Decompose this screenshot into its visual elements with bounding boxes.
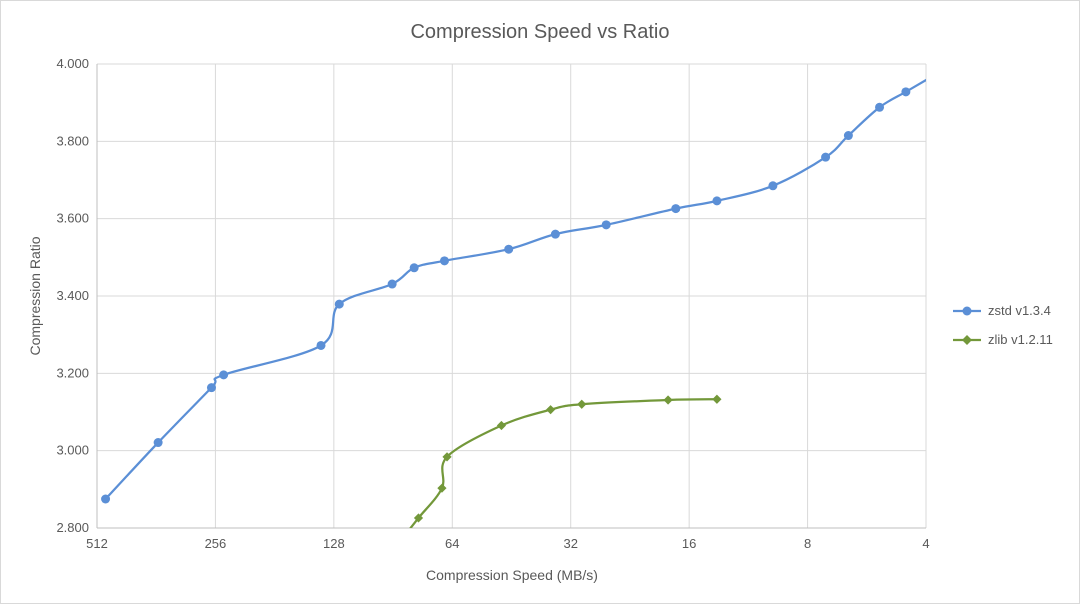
data-point (545, 405, 556, 415)
data-point (901, 87, 911, 97)
legend: zstd v1.3.4 zlib v1.2.11 (953, 303, 1053, 347)
x-tick-label: 64 (445, 536, 459, 551)
legend-marker-zstd (962, 306, 972, 316)
x-tick-label: 16 (682, 536, 696, 551)
data-point (409, 263, 419, 273)
data-point (550, 229, 560, 239)
legend-item-zstd: zstd v1.3.4 (953, 303, 1051, 318)
data-point (439, 256, 449, 266)
data-point (316, 340, 326, 350)
chart-title: Compression Speed vs Ratio (410, 21, 669, 43)
series-zlib (409, 394, 722, 528)
legend-label-zstd: zstd v1.3.4 (988, 303, 1051, 318)
data-point (712, 196, 722, 206)
series-layer (101, 78, 926, 528)
y-tick-label: 3.200 (56, 365, 89, 380)
data-point (206, 383, 216, 393)
data-point (442, 452, 452, 462)
y-tick-label: 3.600 (56, 211, 89, 226)
data-point (496, 420, 507, 431)
data-point (768, 181, 778, 191)
data-point (601, 220, 611, 230)
x-tick-label: 32 (563, 536, 577, 551)
x-tick-label: 512 (86, 536, 108, 551)
tick-labels: 2.800 3.000 3.200 3.400 3.600 3.800 4.000 512 25… (56, 56, 929, 551)
axes (96, 64, 926, 529)
legend-label-zlib: zlib v1.2.11 (988, 332, 1053, 347)
gridlines (97, 63, 927, 528)
data-point (437, 483, 447, 493)
data-point (101, 494, 111, 504)
data-point (577, 399, 587, 409)
data-point (663, 395, 673, 405)
x-axis-title: Compression Speed (MB/s) (426, 567, 598, 583)
data-point (334, 299, 344, 309)
x-tick-label: 4 (922, 536, 929, 551)
data-point (671, 204, 681, 214)
data-point (821, 152, 831, 162)
y-axis-title: Compression Ratio (27, 236, 43, 355)
y-tick-label: 4.000 (56, 56, 89, 71)
data-point (153, 438, 163, 448)
y-tick-label: 3.800 (56, 133, 89, 148)
series-zstd (101, 78, 926, 504)
data-point (843, 131, 853, 141)
y-tick-label: 3.400 (56, 288, 89, 303)
data-point (413, 513, 424, 523)
data-point (875, 102, 885, 112)
x-tick-label: 128 (323, 536, 345, 551)
legend-marker-zlib (962, 335, 972, 345)
y-tick-label: 3.000 (56, 443, 89, 458)
x-tick-label: 8 (804, 536, 811, 551)
y-tick-label: 2.800 (56, 520, 89, 535)
data-point (712, 394, 722, 404)
data-point (219, 370, 229, 380)
data-point (387, 279, 397, 289)
legend-item-zlib: zlib v1.2.11 (953, 332, 1053, 347)
x-tick-label: 256 (205, 536, 227, 551)
data-point (504, 244, 514, 254)
